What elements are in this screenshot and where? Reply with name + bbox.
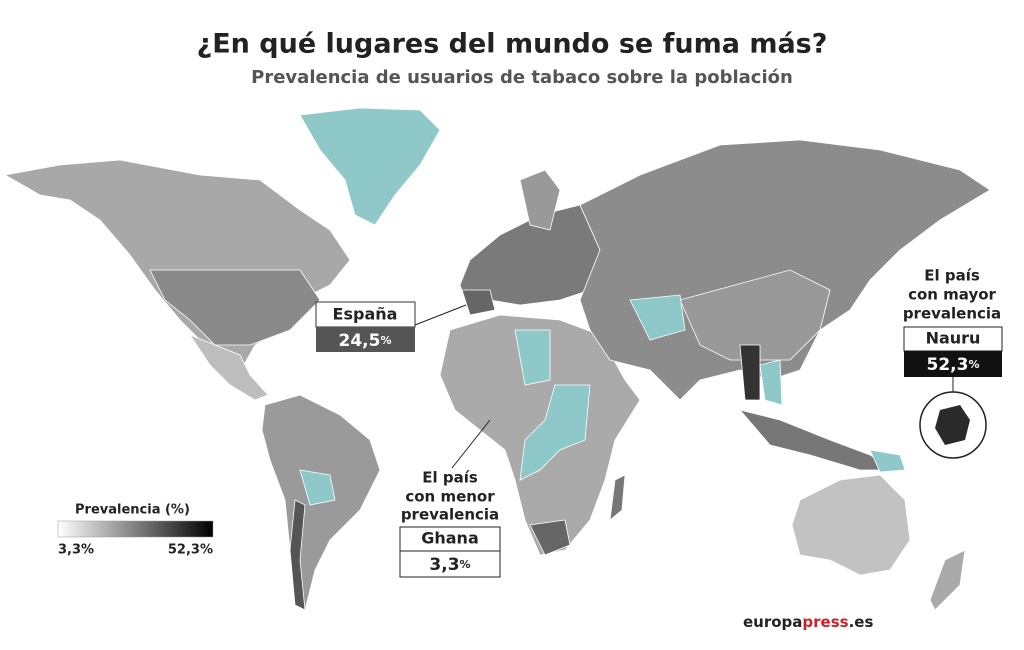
text-part: press [802, 613, 848, 631]
callout-value-box [904, 351, 1002, 377]
text-part: europa [743, 613, 802, 631]
text-part: 24,5 [339, 331, 381, 351]
callout-label: Nauru [926, 329, 981, 348]
text-part: .es [849, 613, 874, 631]
callout-value: 24,5% [339, 331, 392, 351]
subtitle: Prevalencia de usuarios de tabaco sobre … [251, 67, 793, 88]
callout-lead: con menor [405, 488, 495, 506]
world-map [3, 107, 991, 611]
title: ¿En qué lugares del mundo se fuma más? [197, 29, 828, 60]
text-part: 52,3 [927, 355, 969, 375]
callout-label: Ghana [421, 529, 479, 548]
callout-label-box [315, 301, 416, 328]
callout-value: 3,3% [429, 555, 470, 575]
callout-lead: con mayor [908, 286, 996, 304]
source: europapress.es [743, 613, 873, 631]
callout-lead: El país [924, 267, 980, 285]
pointer-line [451, 419, 491, 469]
callout-label: España [333, 305, 398, 324]
nauru-shape [935, 405, 970, 445]
callout-value-box [399, 550, 501, 578]
text-part: 3,3 [429, 555, 459, 575]
legend-title: Prevalencia (%) [75, 503, 190, 518]
legend-min: 3,3% [58, 543, 94, 558]
text-part: % [380, 334, 391, 347]
callout-lead: prevalencia [401, 506, 499, 524]
callout-value: 52,3% [927, 355, 980, 375]
legend-max: 52,3% [168, 543, 213, 558]
text-part: % [968, 358, 979, 371]
pointer-line [414, 304, 467, 326]
callout-lead: El país [422, 469, 478, 487]
callout-lead: prevalencia [903, 305, 1001, 323]
callout-value-box [316, 327, 415, 352]
callout-label-box [399, 526, 501, 552]
legend-gradient [57, 520, 214, 538]
text-part: % [460, 558, 471, 571]
